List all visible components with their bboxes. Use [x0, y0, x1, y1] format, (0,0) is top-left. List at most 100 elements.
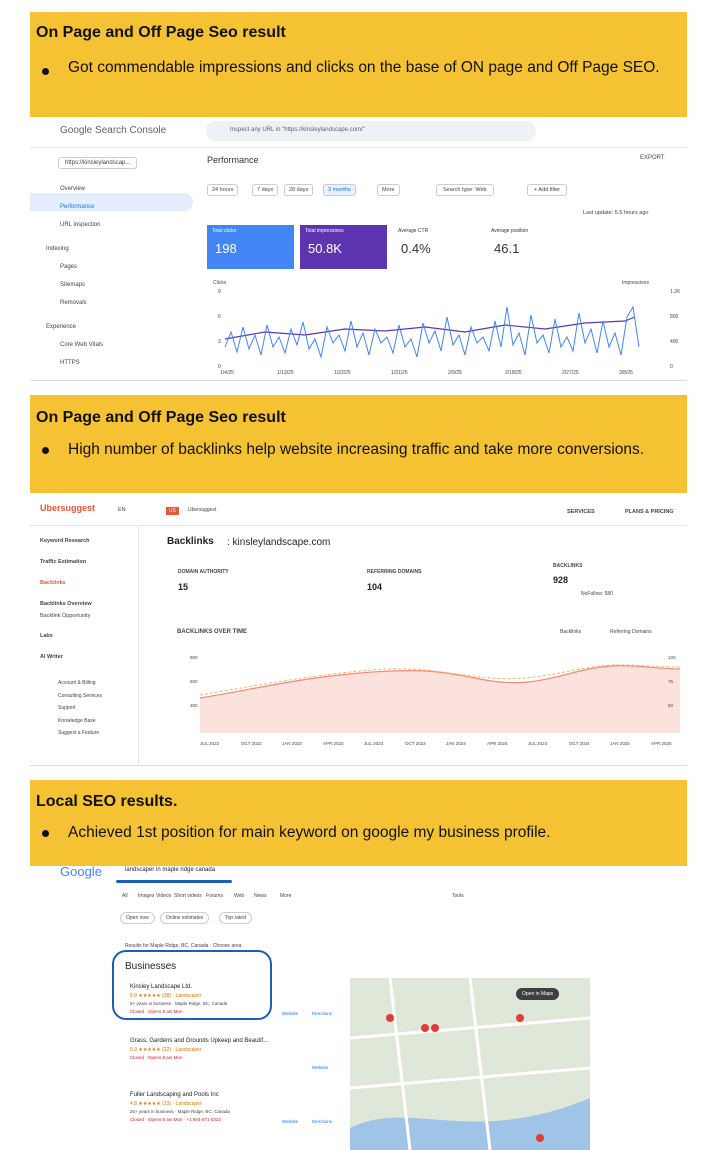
metric-card[interactable]: Average position [486, 225, 573, 269]
date-filter[interactable]: 3 months [323, 184, 356, 196]
search-tab[interactable]: Short videos [174, 893, 202, 899]
chart-title: BACKLINKS OVER TIME [177, 629, 248, 635]
search-tab[interactable]: Forums [206, 893, 223, 899]
search-placeholder[interactable]: Inspect any URL in "https://kinsleylands… [230, 127, 365, 133]
search-tab[interactable]: All [122, 893, 128, 899]
backlinks-line [199, 665, 681, 699]
date-filter[interactable]: 7 days [252, 184, 279, 196]
sidebar-item[interactable]: Labs [40, 633, 53, 639]
ubersuggest-screenshot: Ubersuggest EN US Ubersuggest SERVICES PLANS … [30, 493, 687, 766]
brand: Google Search Console [60, 125, 167, 136]
tools[interactable]: Tools [452, 893, 464, 899]
nav-item[interactable]: HTTPS [60, 360, 80, 366]
search-box[interactable] [206, 121, 536, 141]
search-query[interactable]: landscaper in maple ridge canada [125, 867, 216, 873]
sidebar [30, 525, 139, 765]
open-in-maps[interactable]: Open in Maps [516, 988, 560, 1000]
last-update: Last update: 5.5 hours ago [583, 210, 649, 216]
listing-detail: Closed · Opens 9 am Mon [130, 1009, 183, 1014]
x-tick-label: 3/8/25 [619, 370, 633, 376]
metric-card[interactable]: Total impressions [300, 225, 387, 269]
search-tab[interactable]: Images [138, 893, 155, 899]
listing-action[interactable]: Directions [312, 1119, 333, 1124]
heading: On Page and Off Page Seo result [36, 24, 286, 41]
stat-label: REFERRING DOMAINS [367, 569, 422, 575]
x-tick-label: 1/13/25 [277, 370, 294, 376]
property[interactable]: https://kinsleylandscap... [58, 157, 138, 169]
search-tab[interactable]: More [280, 893, 292, 899]
metric-value: 50.8K [308, 241, 342, 256]
axis-label: Impressions [622, 280, 649, 286]
filter-chip[interactable]: Online estimates [160, 912, 210, 924]
listing-name[interactable]: Grass, Gardens and Grounds Upkeep and Be… [130, 1038, 269, 1044]
sidebar-item[interactable]: Traffic Estimation [40, 559, 87, 565]
sidebar-item[interactable]: Keyword Research [40, 538, 90, 544]
search-type[interactable]: Search type: Web [436, 184, 494, 196]
sidebar-item[interactable]: AI Writer [40, 654, 63, 660]
export[interactable]: EXPORT [640, 155, 665, 161]
date-filter[interactable]: More [377, 184, 400, 196]
top-link[interactable]: SERVICES [567, 509, 595, 515]
filter-chip[interactable]: Top rated [219, 912, 252, 924]
logo: Google [60, 866, 102, 879]
heading: Local SEO results. [36, 793, 178, 810]
nav-item[interactable]: Removals [60, 300, 87, 306]
x-tick-label: JAN 2025 [610, 741, 630, 746]
nav-item[interactable]: Experience [46, 324, 77, 330]
listing-action[interactable]: Website [312, 1065, 329, 1070]
date-filter[interactable]: 24 hours [207, 184, 239, 196]
sidebar-footer-item[interactable]: Knowledge Base [58, 717, 96, 724]
x-tick-label: JUL 2024 [528, 741, 548, 746]
nav-item[interactable]: Core Web Vitals [60, 342, 104, 348]
nav-item[interactable]: Indexing [46, 246, 69, 252]
sidebar-footer-item[interactable]: Support [58, 705, 76, 711]
listing-detail: 5+ years in business · Maple Ridge, BC, … [130, 1001, 228, 1006]
metric-value: 198 [215, 241, 237, 256]
search-tab[interactable]: Web [234, 893, 245, 899]
listing-action[interactable]: Directions [312, 1011, 333, 1016]
listing-action[interactable]: Website [282, 1011, 299, 1016]
x-tick-label: OCT 2023 [405, 741, 426, 746]
bullet-text: Got commendable impressions and clicks o… [68, 59, 660, 76]
language[interactable]: EN [118, 507, 126, 513]
listing-rating: 4.8 ★★★★★ (23) · Landscaper [130, 1101, 202, 1107]
nav-item[interactable]: Pages [60, 264, 78, 270]
top-link[interactable]: PLANS & PRICING [625, 509, 674, 515]
sidebar-item[interactable]: Backlink Opportunity [40, 613, 91, 619]
sidebar-footer-item[interactable]: Account & Billing [58, 680, 96, 686]
add-filter[interactable]: + Add filter [527, 184, 568, 196]
legend-item: Referring Domains [610, 629, 652, 635]
filter-chip[interactable]: Open now [120, 912, 155, 924]
sidebar-item[interactable]: Backlinks [40, 580, 66, 586]
listing-name[interactable]: Fuller Landscaping and Pools Inc [130, 1092, 219, 1098]
top-bar [30, 493, 687, 526]
nav-highlight [30, 193, 193, 211]
bullet-dot [42, 68, 49, 75]
metric-value: 46.1 [494, 241, 520, 256]
query-underline [116, 880, 232, 883]
x-tick-label: OCT 2022 [241, 741, 262, 746]
nav-item[interactable]: Overview [60, 186, 86, 192]
nav-item[interactable]: URL inspection [60, 222, 101, 228]
sidebar-footer-item[interactable]: Consulting Services [58, 692, 103, 699]
date-filter[interactable]: 28 days [284, 184, 314, 196]
project-badge[interactable]: US [166, 507, 179, 515]
listing-action[interactable]: Website [282, 1119, 299, 1124]
y-tick-label: 75 [668, 679, 674, 684]
axis-label: Clicks [213, 280, 227, 286]
nav-item[interactable]: Sitemaps [60, 282, 86, 288]
metric-card[interactable]: Average CTR [393, 225, 480, 269]
y-tick-label: 50 [668, 703, 674, 708]
search-tab[interactable]: News [254, 893, 267, 899]
sidebar-item[interactable]: Backlinks Overview [40, 601, 92, 607]
y-tick-label: 0 [670, 364, 673, 370]
listing-name[interactable]: Kinsley Landscape Ltd. [130, 984, 193, 990]
businesses-heading: Businesses [125, 961, 177, 972]
sidebar-footer-item[interactable]: Suggest a Feature [58, 730, 100, 736]
x-tick-label: 2/27/25 [562, 370, 579, 376]
project[interactable]: Ubersuggest [188, 507, 217, 513]
nav-item[interactable]: Performance [60, 204, 95, 210]
metric-card[interactable]: Total clicks [207, 225, 294, 269]
y-tick-label: 300 [190, 703, 198, 708]
search-tab[interactable]: Videos [156, 893, 172, 899]
